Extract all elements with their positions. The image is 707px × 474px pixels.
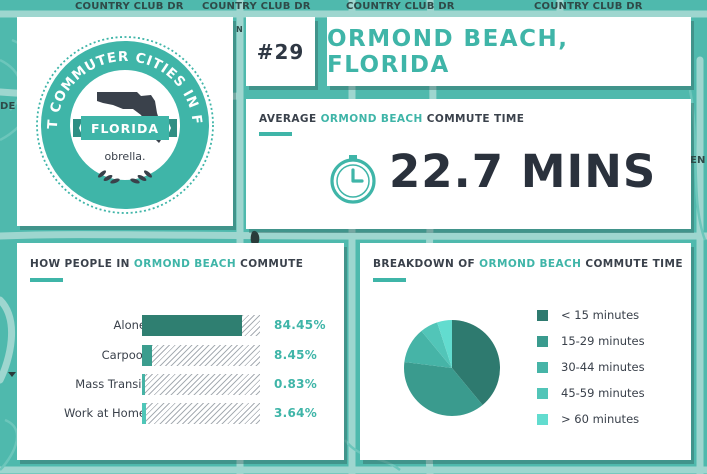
rank-card: #29 <box>246 17 315 86</box>
heading-prefix: AVERAGE <box>259 113 317 125</box>
pie-slice <box>437 320 452 368</box>
average-commute-card: AVERAGE ORMOND BEACH COMMUTE TIME 22.7 M… <box>246 99 691 229</box>
heading-city: ORMOND BEACH <box>479 258 582 270</box>
commute-bar-fill <box>142 315 242 336</box>
legend-swatch <box>537 362 548 373</box>
city-title: ORMOND BEACH, FLORIDA <box>327 25 569 78</box>
legend-swatch <box>537 336 548 347</box>
legend-label: 30-44 minutes <box>561 360 645 374</box>
average-heading: AVERAGE ORMOND BEACH COMMUTE TIME <box>259 113 524 125</box>
laurel-icon <box>97 170 153 184</box>
heading-underline <box>259 132 292 136</box>
commute-row-value: 84.45% <box>274 318 326 332</box>
legend-swatch <box>537 310 548 321</box>
commute-row: Carpool 8.45% <box>17 345 344 367</box>
heading-suffix: COMMUTE TIME <box>426 113 525 125</box>
legend-swatch <box>537 414 548 425</box>
heading-prefix: HOW PEOPLE IN <box>30 258 130 270</box>
street-label: COUNTRY CLUB DR <box>202 1 311 12</box>
badge-seal: 40 BEST COMMUTER CITIES IN FLORIDA FLORI… <box>17 17 214 214</box>
average-commute-value: 22.7 MINS <box>389 145 657 198</box>
commute-bar-track <box>142 374 260 395</box>
legend-label: > 60 minutes <box>561 412 640 426</box>
commute-bar-fill <box>142 403 146 424</box>
breakdown-pie-chart <box>404 320 500 416</box>
legend-swatch <box>537 388 548 399</box>
commute-row-value: 3.64% <box>274 406 318 420</box>
street-label: COUNTRY CLUB DR <box>346 1 455 12</box>
heading-suffix: COMMUTE <box>240 258 304 270</box>
heading-underline <box>30 278 63 282</box>
heading-prefix: BREAKDOWN OF <box>373 258 476 270</box>
commute-bar-track <box>142 315 260 336</box>
street-label: COUNTRY CLUB DR <box>75 1 184 12</box>
pie-slice <box>404 361 483 416</box>
commute-row-label: Carpool <box>101 348 146 362</box>
florida-map-icon <box>97 92 163 143</box>
heading-underline <box>373 278 406 282</box>
commute-heading: HOW PEOPLE IN ORMOND BEACH COMMUTE <box>30 258 303 270</box>
badge-state-label: FLORIDA <box>91 121 159 136</box>
pie-slice <box>452 320 500 405</box>
commute-row: Alone 84.45% <box>17 315 344 337</box>
city-card: ORMOND BEACH, FLORIDA <box>327 17 691 86</box>
breakdown-heading: BREAKDOWN OF ORMOND BEACH COMMUTE TIME <box>373 258 683 270</box>
pie-slice <box>421 322 452 368</box>
street-label: DE <box>0 101 16 112</box>
commute-row: Mass Transit 0.83% <box>17 374 344 396</box>
heading-city: ORMOND BEACH <box>320 113 423 125</box>
street-label: COUNTRY CLUB DR <box>534 1 643 12</box>
pie-slice <box>404 331 452 368</box>
rank-number: #29 <box>256 39 305 64</box>
brand-logo: obrella. <box>104 150 145 163</box>
commute-bar-fill <box>142 345 152 366</box>
commute-breakdown-card: BREAKDOWN OF ORMOND BEACH COMMUTE TIME <… <box>360 243 691 460</box>
badge-card: 40 BEST COMMUTER CITIES IN FLORIDA FLORI… <box>17 17 233 226</box>
commute-bar-fill <box>142 374 145 395</box>
commute-row-label: Work at Home <box>64 406 146 420</box>
heading-suffix: COMMUTE TIME <box>585 258 683 270</box>
street-label: EN <box>690 155 706 166</box>
legend-label: 15-29 minutes <box>561 334 645 348</box>
commute-mode-card: HOW PEOPLE IN ORMOND BEACH COMMUTE Alone… <box>17 243 344 460</box>
commute-bar-track <box>142 403 260 424</box>
clock-icon <box>330 155 376 204</box>
street-label: N <box>236 25 243 34</box>
commute-row-label: Mass Transit <box>75 377 146 391</box>
commute-row-label: Alone <box>113 318 146 332</box>
commute-bar-track <box>142 345 260 366</box>
legend-label: 45-59 minutes <box>561 386 645 400</box>
legend-label: < 15 minutes <box>561 308 640 322</box>
commute-row-value: 8.45% <box>274 348 318 362</box>
heading-city: ORMOND BEACH <box>133 258 237 270</box>
commute-row-value: 0.83% <box>274 377 318 391</box>
commute-row: Work at Home 3.64% <box>17 403 344 425</box>
